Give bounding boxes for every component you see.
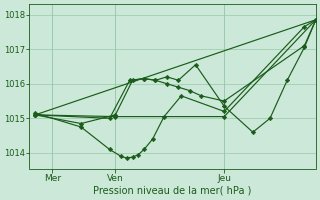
X-axis label: Pression niveau de la mer( hPa ): Pression niveau de la mer( hPa ) <box>93 186 252 196</box>
